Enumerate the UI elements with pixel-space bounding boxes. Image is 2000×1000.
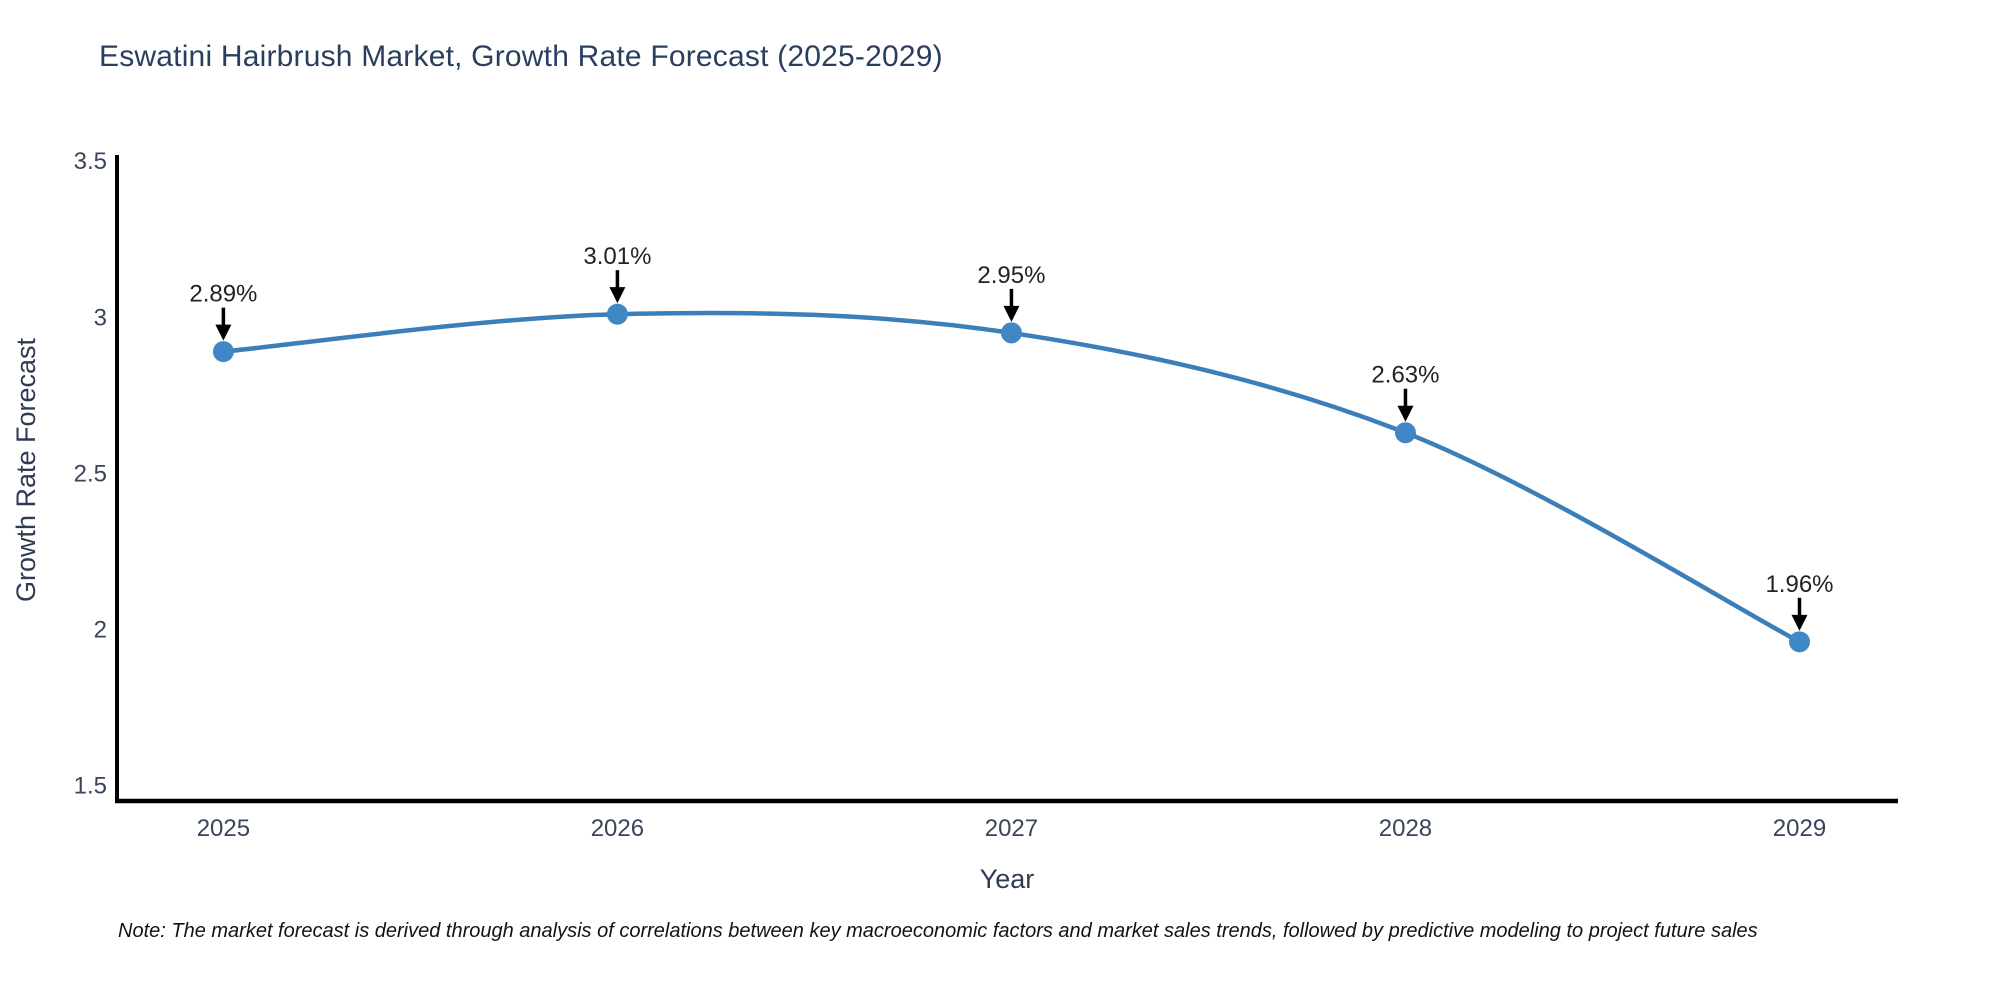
chart-title: Eswatini Hairbrush Market, Growth Rate F…: [99, 40, 943, 73]
annotation-arrow-head: [1791, 614, 1808, 631]
y-tick-label: 3.5: [74, 148, 107, 175]
data-point-marker: [212, 341, 234, 363]
y-tick-label: 2: [94, 616, 107, 643]
data-point-marker: [1788, 631, 1810, 653]
x-tick-label: 2027: [985, 815, 1038, 842]
data-point-marker: [1000, 322, 1022, 344]
x-tick-label: 2025: [197, 815, 250, 842]
data-point-label: 3.01%: [583, 243, 651, 270]
annotation-arrow-head: [215, 324, 232, 341]
data-point-marker: [606, 303, 628, 325]
x-axis-title: Year: [979, 864, 1035, 894]
annotation-arrow-head: [609, 287, 626, 304]
trend-line: [221, 310, 1802, 645]
annotation-arrow-head: [1003, 305, 1020, 322]
data-point-label: 2.95%: [977, 262, 1045, 289]
chart-footnote: Note: The market forecast is derived thr…: [118, 920, 1758, 942]
x-tick-label: 2029: [1773, 815, 1826, 842]
data-point-label: 2.89%: [189, 281, 257, 308]
x-tick-label: 2026: [591, 815, 644, 842]
y-tick-label: 3: [94, 304, 107, 331]
data-point-label: 1.96%: [1765, 571, 1833, 598]
data-point-marker: [1394, 422, 1416, 444]
annotation-arrow-head: [1397, 405, 1414, 422]
data-point-label: 2.63%: [1371, 362, 1439, 389]
y-tick-label: 1.5: [74, 772, 107, 799]
x-tick-label: 2028: [1379, 815, 1432, 842]
y-tick-label: 2.5: [74, 460, 107, 487]
